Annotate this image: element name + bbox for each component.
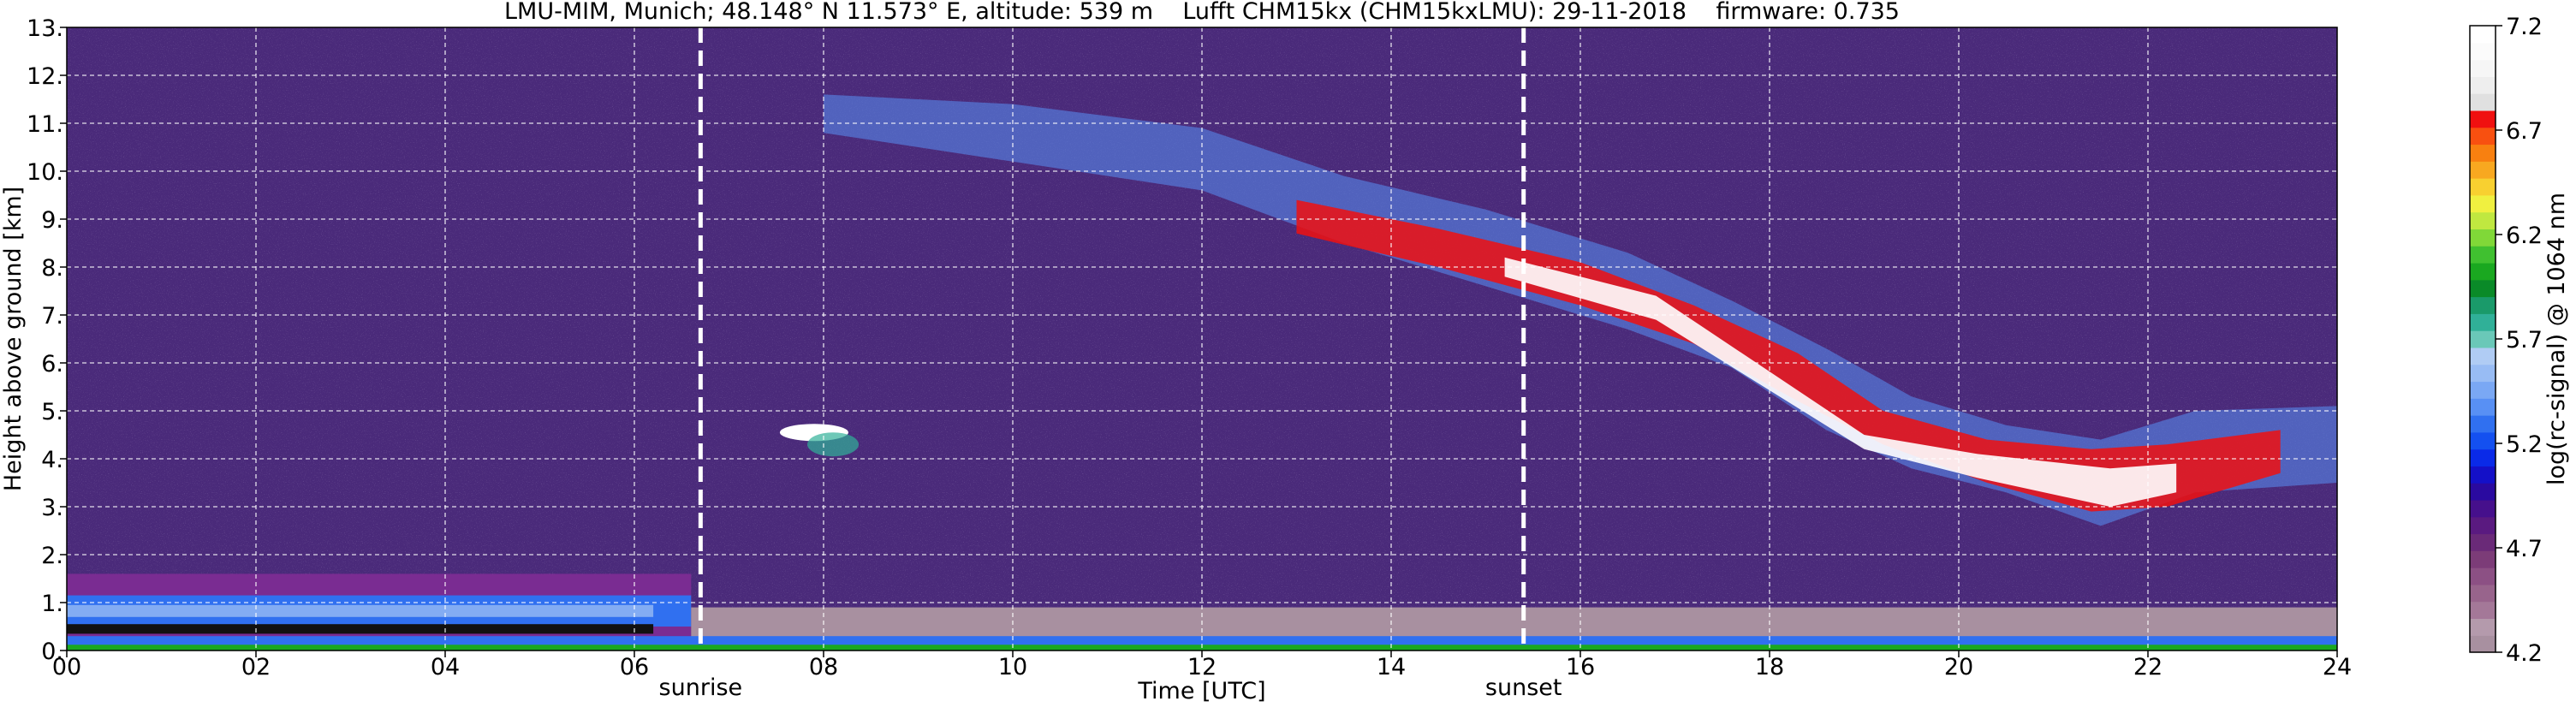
colorbar-tick-label: 5.7 (2506, 327, 2543, 354)
event-label-sunset: sunset (1485, 674, 1562, 701)
colorbar-segment (2470, 483, 2496, 501)
event-lines (698, 27, 1526, 651)
colorbar-ticks: 4.2 4.7 5.2 5.7 6.2 6.7 7.2 (2496, 14, 2543, 667)
x-tick-label: 00 (52, 654, 81, 680)
colorbar-segment (2470, 178, 2496, 196)
colorbar-segment (2470, 449, 2496, 466)
y-tick-label: 3. (41, 495, 63, 521)
x-axis-label: Time [UTC] (1137, 678, 1265, 704)
y-tick-label: 5. (41, 399, 63, 425)
plot-area (67, 27, 2337, 651)
y-tick-label: 2. (41, 543, 63, 569)
colorbar-tick-label: 7.2 (2506, 14, 2543, 40)
x-tick-label: 04 (431, 654, 460, 680)
colorbar (2470, 26, 2496, 653)
x-tick-label: 10 (998, 654, 1027, 680)
x-tick-label: 22 (2133, 654, 2163, 680)
colorbar-segment (2470, 466, 2496, 484)
x-tick-label: 24 (2323, 654, 2352, 680)
grid-lines (67, 27, 2337, 651)
x-tick-label: 20 (1944, 654, 1973, 680)
y-axis: 0. 1. 2. 3. 4. 5. 6. 7. 8. 9. 10. 11. 12. 13. (27, 15, 67, 665)
colorbar-segment (2470, 229, 2496, 247)
colorbar-segment (2470, 431, 2496, 450)
colorbar-tick-label: 5.2 (2506, 431, 2543, 458)
colorbar-segment (2470, 161, 2496, 179)
colorbar-segment (2470, 567, 2496, 585)
colorbar-segment (2470, 347, 2496, 365)
colorbar-segment (2470, 42, 2496, 61)
colorbar-segment (2470, 127, 2496, 146)
x-tick-label: 06 (620, 654, 649, 680)
colorbar-segment (2470, 313, 2496, 331)
y-tick-label: 6. (41, 351, 63, 377)
colorbar-tick-label: 6.7 (2506, 118, 2543, 145)
colorbar-segment (2470, 26, 2496, 44)
colorbar-segment (2470, 398, 2496, 416)
colorbar-tick-label: 6.2 (2506, 223, 2543, 249)
colorbar-segment (2470, 330, 2496, 348)
y-tick-label: 4. (41, 447, 63, 473)
colorbar-segment (2470, 110, 2496, 128)
colorbar-segment (2470, 144, 2496, 162)
y-tick-label: 0. (41, 639, 63, 665)
colorbar-segment (2470, 364, 2496, 383)
x-axis: 00 02 04 06 08 10 12 14 16 18 20 22 24 (52, 651, 2352, 680)
y-tick-label: 13. (27, 15, 63, 42)
x-tick-label: 08 (809, 654, 838, 680)
cirrus-peak (1504, 257, 2177, 507)
y-tick-label: 11. (27, 111, 63, 138)
residual-layer (691, 607, 2337, 639)
aerosol-layer-bright (67, 604, 654, 617)
x-tick-label: 12 (1187, 654, 1217, 680)
y-tick-label: 9. (41, 207, 63, 234)
x-tick-label: 02 (241, 654, 271, 680)
y-tick-label: 8. (41, 255, 63, 282)
colorbar-segment (2470, 584, 2496, 603)
y-tick-label: 10. (27, 159, 63, 186)
colorbar-segment (2470, 93, 2496, 111)
colorbar-segment (2470, 618, 2496, 636)
event-labels: sunrise sunset (659, 674, 1562, 701)
aerosol-layer-gap (67, 624, 654, 634)
x-tick-label: 14 (1377, 654, 1406, 680)
colorbar-segment (2470, 59, 2496, 77)
colorbar-segment (2470, 194, 2496, 213)
colorbar-tick-label: 4.2 (2506, 640, 2543, 667)
colorbar-label: log(rc-signal) @ 1064 nm (2543, 193, 2570, 485)
y-tick-label: 7. (41, 303, 63, 330)
colorbar-segment (2470, 381, 2496, 399)
x-tick-label: 16 (1566, 654, 1595, 680)
colorbar-segment (2470, 415, 2496, 433)
y-tick-label: 1. (41, 591, 63, 617)
y-tick-label: 12. (27, 63, 63, 90)
colorbar-segment (2470, 262, 2496, 281)
y-axis-label: Height above ground [km] (0, 187, 27, 491)
colorbar-segment (2470, 533, 2496, 551)
event-label-sunrise: sunrise (659, 674, 743, 701)
colorbar-segment (2470, 516, 2496, 535)
colorbar-segment (2470, 601, 2496, 620)
cirrus-outer (824, 94, 2337, 526)
colorbar-segment (2470, 550, 2496, 568)
colorbar-segment (2470, 296, 2496, 314)
morning-cloud-edge (807, 432, 860, 457)
colorbar-segment (2470, 246, 2496, 264)
colorbar-tick-label: 4.7 (2506, 536, 2543, 562)
colorbar-segment (2470, 76, 2496, 94)
chart-title: LMU-MIM, Munich; 48.148° N 11.573° E, al… (504, 0, 1900, 25)
colorbar-segment (2470, 499, 2496, 518)
colorbar-segment (2470, 211, 2496, 230)
x-tick-label: 18 (1755, 654, 1784, 680)
colorbar-segment (2470, 279, 2496, 298)
colorbar-segment (2470, 635, 2496, 653)
